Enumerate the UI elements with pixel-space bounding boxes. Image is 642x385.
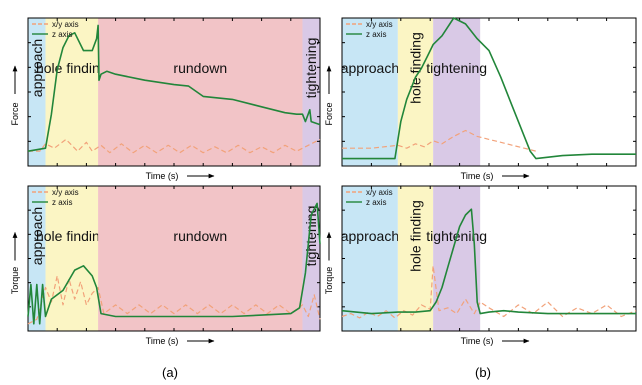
phase-band-rundown [98,18,303,166]
x-axis-label: Time (s) [146,171,179,181]
series-line-z-axis [342,17,636,160]
y-axis-label: Force [10,102,20,125]
series-line-z-axis [27,202,321,325]
phase-band-tightening [302,18,320,166]
axis-ticks [28,18,320,166]
series-line-x-y-axis [28,138,321,154]
phase-label-approach: approach [29,39,45,97]
phase-band-approach [342,186,398,331]
phase-band-approach [342,18,398,166]
phase-label-rundown: rundown [173,60,227,76]
phase-band-hole-finding [397,186,434,331]
series-line-x-y-axis [27,275,321,325]
x-axis-label: Time (s) [461,336,494,346]
phase-band-approach [28,18,46,166]
phase-band-tightening [302,186,320,331]
phase-label-approach: approach [341,60,399,76]
x-axis-label: Time (s) [461,171,494,181]
phase-band-tightening [433,18,481,166]
phase-band-rundown [98,186,303,331]
phase-band-tightening [433,186,481,331]
phase-band-hole-finding [45,186,99,331]
caption-a: (a) [162,365,178,380]
phase-label-rundown: rundown [173,228,227,244]
legend-label-z-axis: z axis [366,30,386,39]
x-axis-label: Time (s) [146,336,179,346]
phase-label-approach: approach [341,228,399,244]
phase-band-hole-finding [45,18,99,166]
legend-label-z-axis: z axis [366,198,386,207]
phase-band-hole-finding [397,18,434,166]
phase-label-tightening: tightening [303,38,319,99]
legend-label-x-y-axis: x/y axis [52,188,79,197]
series-line-z-axis [341,208,636,315]
axis-ticks [342,18,636,166]
y-axis-label: Torque [324,267,334,295]
legend-label-x-y-axis: x/y axis [366,20,393,29]
y-axis-label: Force [324,102,334,125]
axis-ticks [342,186,636,331]
phase-label-hole-finding: hole finding [36,228,108,244]
phase-label-approach: approach [29,207,45,265]
legend-label-z-axis: z axis [52,30,72,39]
phase-label-hole-finding: hole finding [408,200,424,272]
series-line-z-axis [27,24,321,152]
caption-b: (b) [475,365,491,380]
series-line-x-y-axis [342,129,537,152]
legend-label-x-y-axis: x/y axis [52,20,79,29]
phase-label-hole-finding: hole finding [36,60,108,76]
y-axis-label: Torque [10,267,20,295]
legend-label-z-axis: z axis [52,198,72,207]
phase-label-tightening: tightening [426,60,487,76]
legend-label-x-y-axis: x/y axis [366,188,393,197]
